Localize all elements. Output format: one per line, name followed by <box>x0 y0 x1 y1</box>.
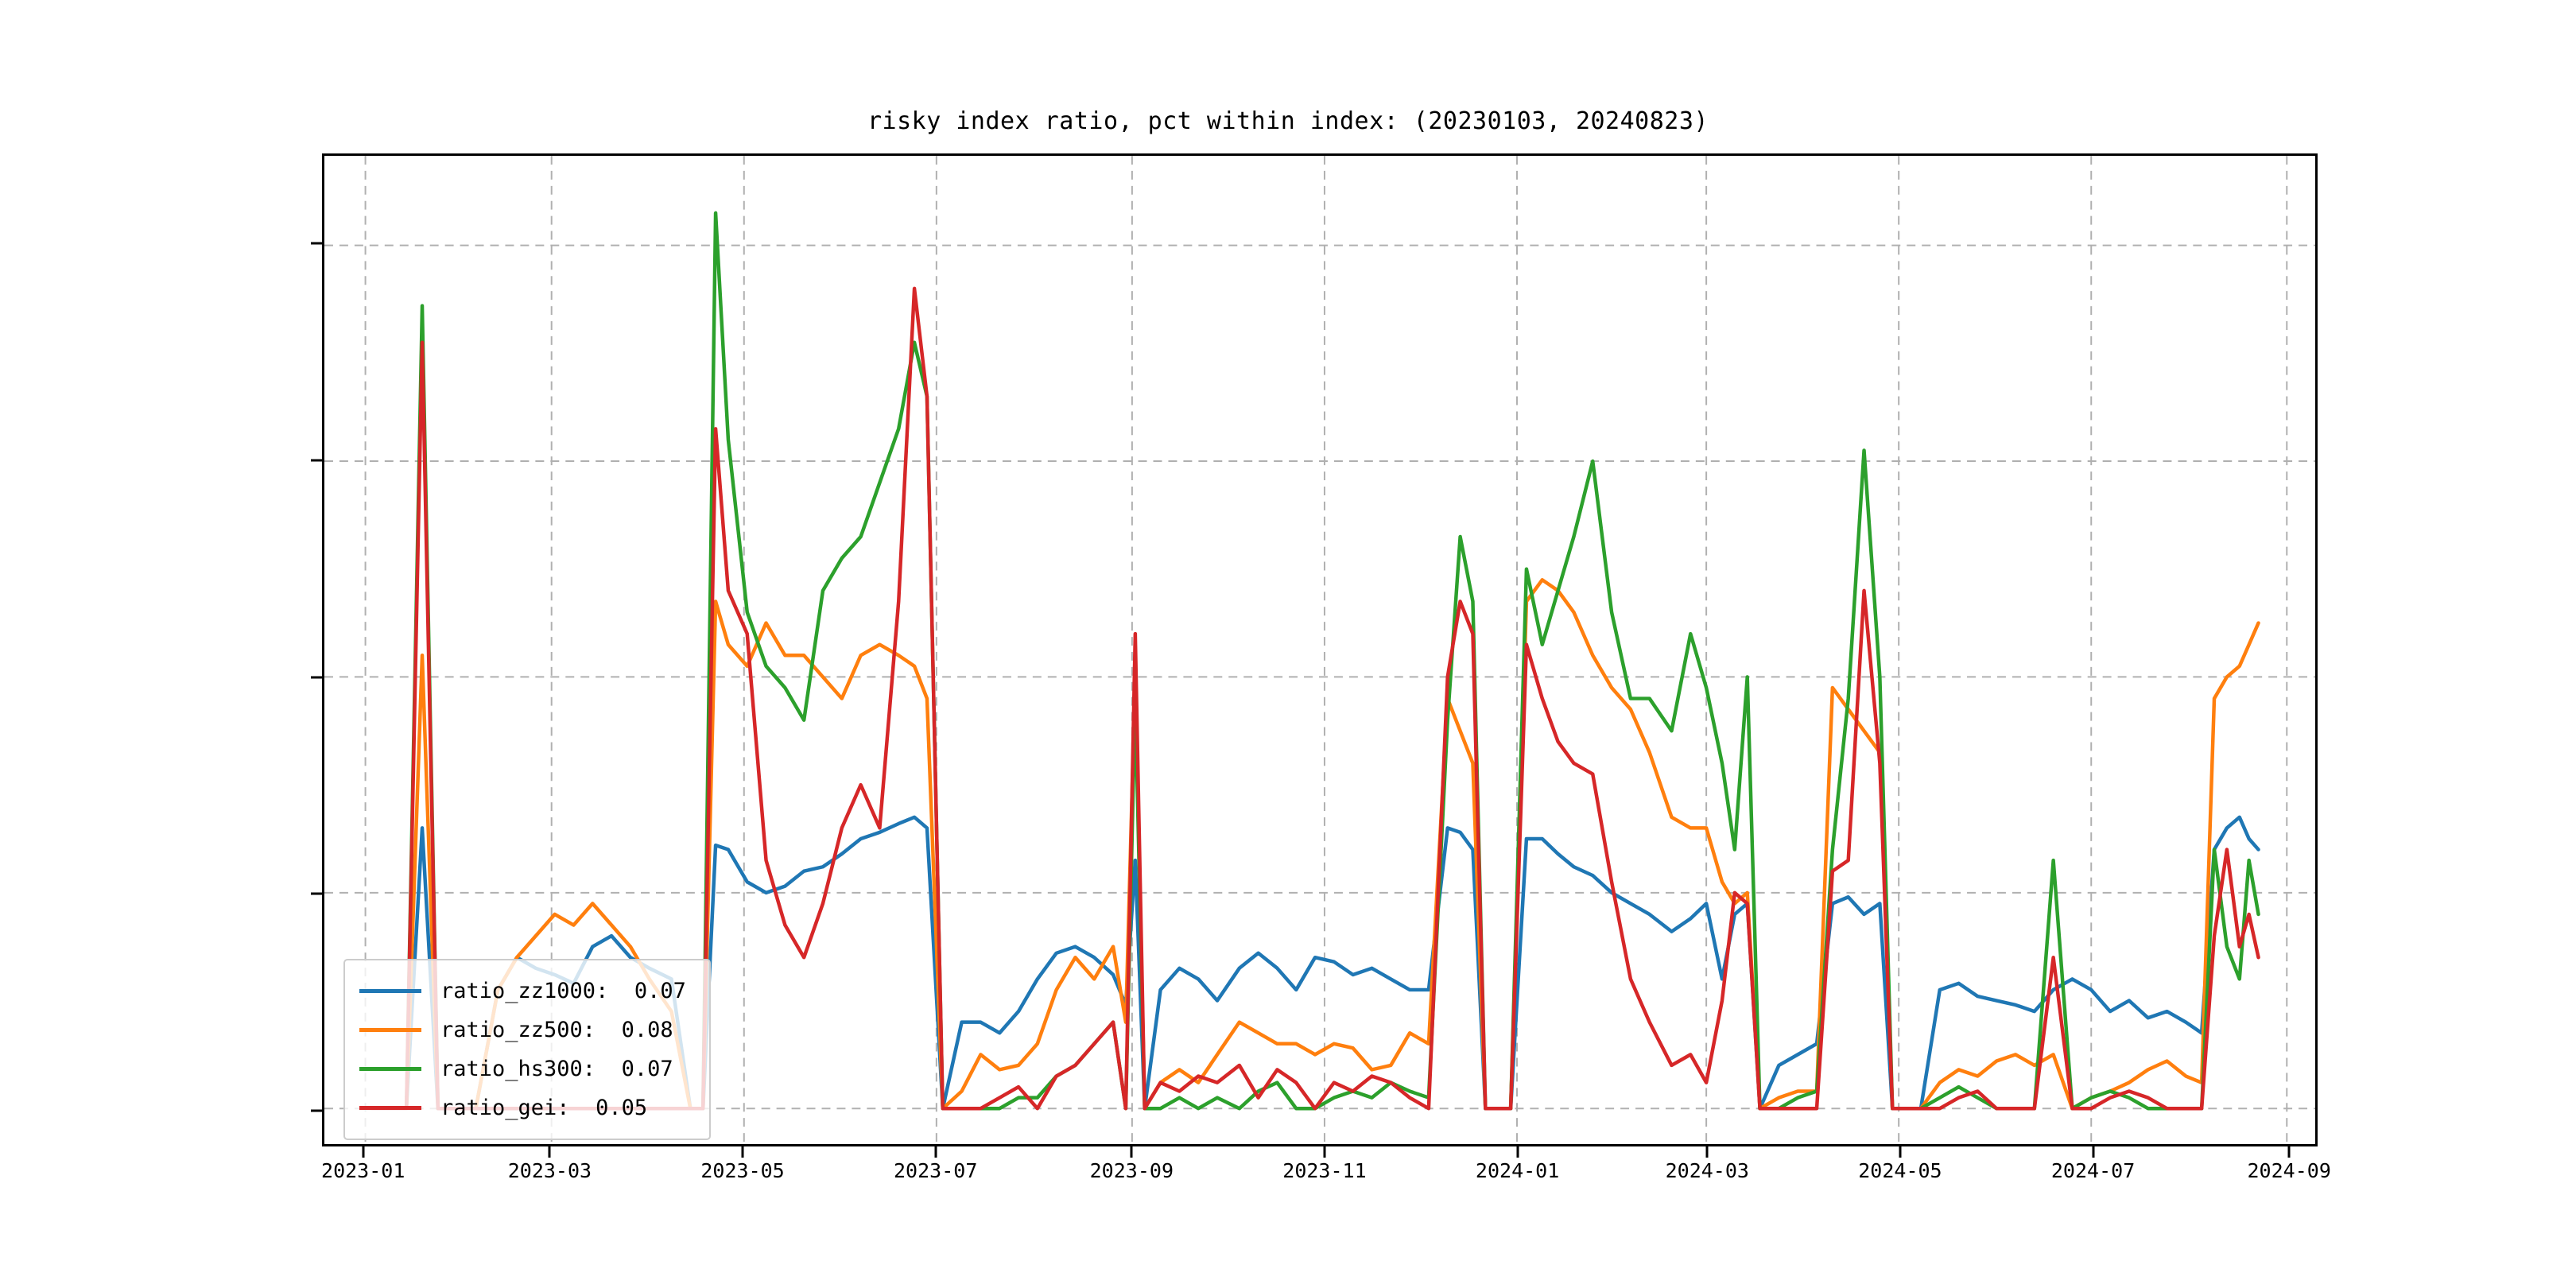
x-tick-label: 2024-07 <box>2050 1159 2136 1182</box>
x-tick-label: 2023-05 <box>700 1159 785 1182</box>
x-tick-mark <box>1516 1146 1519 1158</box>
x-tick-mark <box>1899 1146 1902 1158</box>
x-tick-label: 2023-01 <box>321 1159 405 1182</box>
legend-color-swatch <box>359 1067 421 1071</box>
x-tick-label: 2024-09 <box>2247 1159 2331 1182</box>
legend-label: ratio_zz1000: 0.07 <box>440 979 686 1003</box>
legend-item-ratio_hs300[interactable]: ratio_hs300: 0.07 <box>359 1049 695 1088</box>
legend-item-ratio_zz500[interactable]: ratio_zz500: 0.08 <box>359 1011 695 1049</box>
x-tick-mark <box>548 1146 551 1158</box>
legend-color-swatch <box>359 1106 421 1110</box>
y-tick-mark <box>311 242 322 245</box>
series-lines <box>370 211 2260 1111</box>
x-tick-label: 2023-07 <box>894 1159 978 1182</box>
legend-item-ratio_zz1000[interactable]: ratio_zz1000: 0.07 <box>359 972 695 1011</box>
x-tick-mark <box>1130 1146 1133 1158</box>
legend-color-swatch <box>359 1028 421 1032</box>
y-tick-mark <box>311 1109 322 1112</box>
legend-label: ratio_zz500: 0.08 <box>440 1018 673 1042</box>
x-tick-mark <box>2287 1146 2291 1158</box>
x-tick-mark <box>2092 1146 2095 1158</box>
y-tick-mark <box>311 892 322 895</box>
y-tick-mark <box>311 676 322 679</box>
y-tick-mark <box>311 459 322 462</box>
x-tick-label: 2024-05 <box>1858 1159 1942 1182</box>
x-tick-label: 2024-03 <box>1665 1159 1749 1182</box>
x-tick-mark <box>741 1146 744 1158</box>
legend-item-ratio_gei[interactable]: ratio_gei: 0.05 <box>359 1088 695 1127</box>
x-tick-label: 2023-09 <box>1089 1159 1174 1182</box>
x-tick-mark <box>1705 1146 1709 1158</box>
x-tick-mark <box>362 1146 365 1158</box>
legend-label: ratio_gei: 0.05 <box>440 1096 648 1120</box>
x-tick-label: 2023-03 <box>507 1159 592 1182</box>
chart-title: risky index ratio, pct within index: (20… <box>867 107 1709 135</box>
legend-color-swatch <box>359 989 421 993</box>
chart-legend: ratio_zz1000: 0.07 ratio_zz500: 0.08 ratio… <box>343 959 711 1140</box>
x-tick-label: 2023-11 <box>1282 1159 1367 1182</box>
x-tick-mark <box>934 1146 937 1158</box>
legend-label: ratio_hs300: 0.07 <box>440 1057 673 1081</box>
series-line-ratio_gei <box>370 286 2260 1111</box>
x-tick-label: 2024-01 <box>1475 1159 1560 1182</box>
x-tick-mark <box>1323 1146 1326 1158</box>
